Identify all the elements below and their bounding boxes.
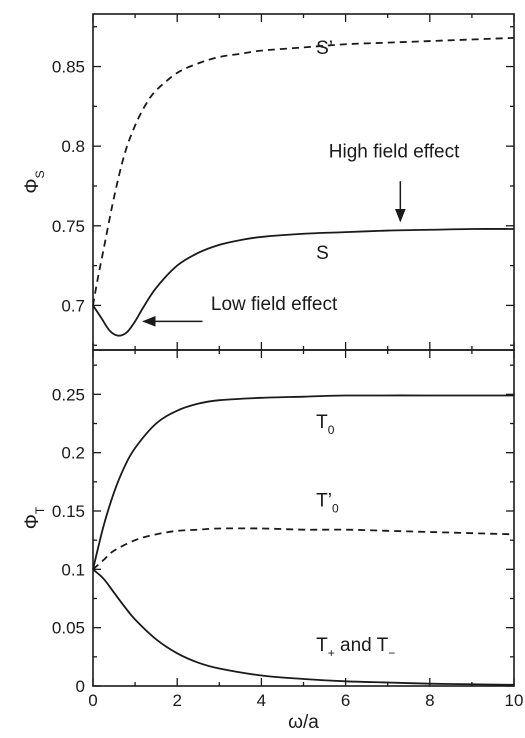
bottom-xtick-label: 0 [88, 691, 97, 710]
bottom-curve-label-0-main: T [316, 412, 328, 433]
top-series-line-1 [93, 38, 514, 306]
bottom-ytick-label: 0.15 [52, 502, 85, 521]
bottom-curve-label-2-tail-sub: − [388, 646, 395, 660]
bottom-curve-label-2-main: T [316, 635, 328, 656]
bottom-series-line-0 [93, 395, 514, 569]
bottom-xtick-label: 6 [341, 691, 350, 710]
bottom-ytick-label: 0.1 [61, 560, 85, 579]
top-annotation-1: Low field effect [211, 294, 338, 315]
top-y-axis-label-main: Φ [22, 178, 43, 193]
top-annotation-0: High field effect [329, 141, 460, 162]
bottom-x-axis-label: ω/a [288, 712, 319, 733]
bottom-plot-frame [93, 350, 514, 686]
bottom-curve-label-2: T+ and T− [316, 635, 395, 660]
bottom-curve-label-1: T’0 [316, 490, 339, 515]
bottom-curve-label-1-sub: 0 [332, 501, 339, 515]
bottom-curve-label-0-sub: 0 [328, 423, 335, 437]
bottom-curve-label-2-tail: and T [335, 635, 389, 656]
bottom-xtick-label: 8 [425, 691, 434, 710]
top-curve-label-1: S [316, 243, 329, 264]
bottom-curve-label-0: T0 [316, 412, 335, 437]
top-y-axis-label-sub: S [33, 170, 47, 178]
top-ytick-label: 0.7 [61, 296, 85, 315]
bottom-series-line-2 [93, 569, 514, 685]
top-ytick-label: 0.85 [52, 58, 85, 77]
bottom-xtick-label: 2 [172, 691, 181, 710]
bottom-ytick-label: 0.2 [61, 444, 85, 463]
bottom-series-line-1 [93, 528, 514, 569]
bottom-ytick-label: 0.25 [52, 385, 85, 404]
bottom-ytick-label: 0.05 [52, 619, 85, 638]
bottom-xtick-label: 10 [505, 691, 524, 710]
bottom-curve-label-1-main: T’ [316, 490, 332, 511]
top-ytick-label: 0.75 [52, 217, 85, 236]
top-curve-label-0: S’ [316, 38, 333, 59]
top-curve-label-1-main: S [316, 243, 329, 264]
bottom-y-axis-label: ΦT [22, 506, 47, 529]
top-curve-label-0-main: S’ [316, 38, 333, 59]
top-ytick-label: 0.8 [61, 137, 85, 156]
bottom-xtick-label: 4 [257, 691, 266, 710]
top-series-line-0 [93, 229, 514, 336]
bottom-ytick-label: 0 [76, 677, 85, 696]
top-y-axis-label: ΦS [22, 170, 47, 193]
bottom-y-axis-label-main: Φ [22, 514, 43, 529]
bottom-curve-label-2-sub: + [328, 646, 335, 660]
bottom-y-axis-label-sub: T [33, 506, 47, 514]
